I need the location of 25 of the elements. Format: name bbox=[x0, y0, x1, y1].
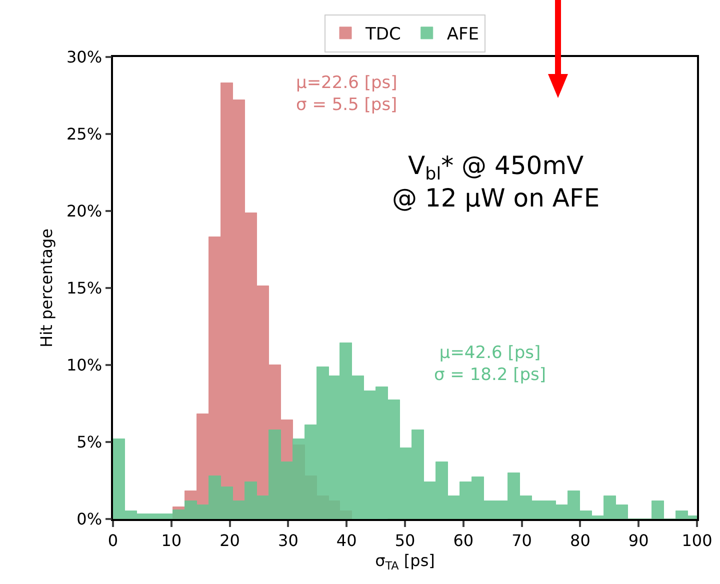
legend-label: AFE bbox=[446, 24, 480, 45]
x-tick-label: 20 bbox=[220, 530, 240, 550]
x-tick-label: 60 bbox=[453, 530, 474, 550]
x-tick-label: 90 bbox=[628, 530, 649, 550]
x-tick-label: 80 bbox=[570, 530, 590, 550]
y-tick-label: 25% bbox=[66, 124, 102, 144]
y-tick-label: 10% bbox=[66, 356, 102, 375]
y-tick-label: 5% bbox=[76, 432, 102, 452]
x-tick-label: 30 bbox=[278, 530, 298, 550]
y-tick-label: 0% bbox=[76, 510, 102, 529]
legend-label: TDC bbox=[364, 24, 401, 45]
y-axis-title: Hit percentage bbox=[36, 228, 56, 348]
y-tick-label: 20% bbox=[66, 202, 102, 221]
annotation: μ=42.6 [ps] σ = 18.2 [ps] bbox=[434, 343, 546, 386]
x-tick-label: 100 bbox=[682, 530, 712, 550]
x-tick-label: 40 bbox=[336, 530, 357, 550]
x-tick-label: 0 bbox=[108, 530, 118, 550]
x-tick-label: 10 bbox=[161, 530, 182, 550]
annotation: μ=22.6 [ps] σ = 5.5 [ps] bbox=[296, 73, 398, 116]
y-tick-label: 30% bbox=[66, 48, 102, 67]
y-tick-label: 15% bbox=[66, 278, 102, 298]
x-axis-title: σ$_{TA}$ [ps] bbox=[375, 551, 435, 573]
x-tick-label: 50 bbox=[394, 530, 416, 550]
x-tick-label: 70 bbox=[512, 530, 532, 550]
annotation: V$_{bl}$* @ 450mV @ 12 μW on AFE bbox=[392, 151, 600, 212]
